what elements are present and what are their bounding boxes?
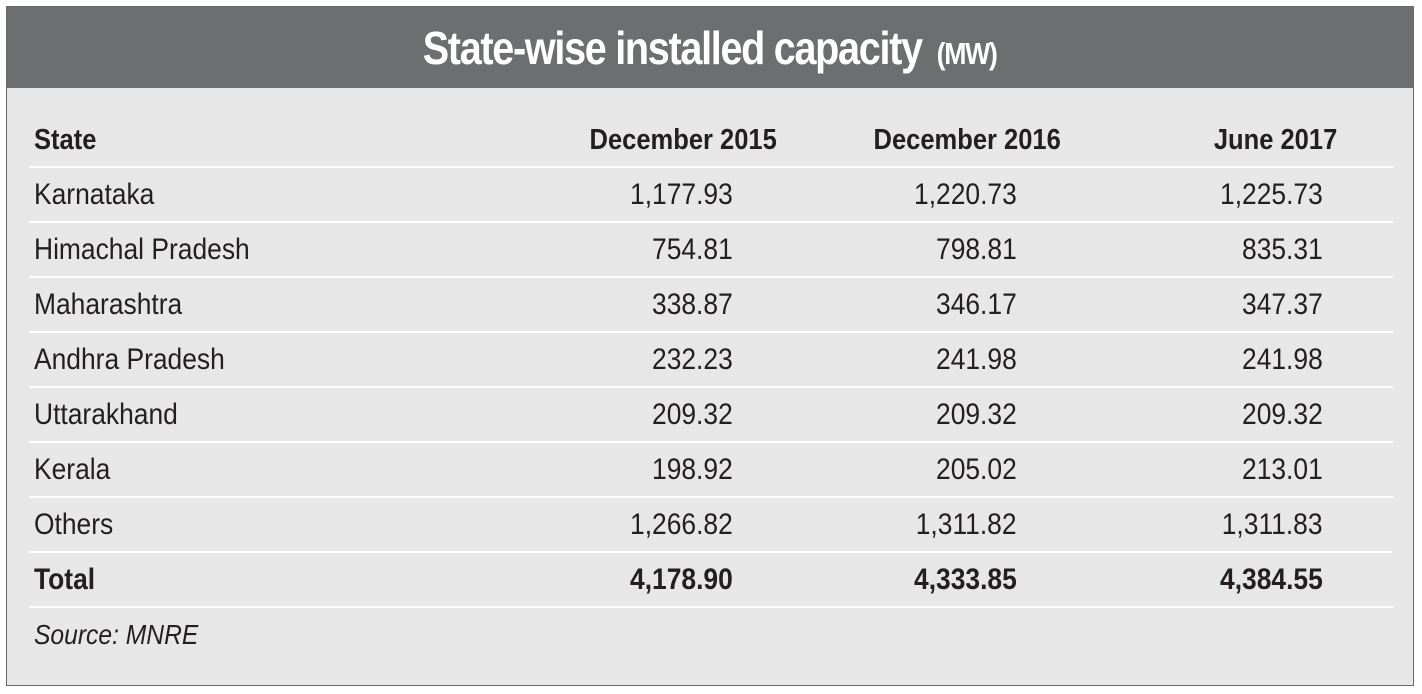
capacity-table: State December 2015 December 2016 June 2… (29, 115, 1393, 608)
state-cell: Kerala (34, 452, 111, 486)
column-header-dec-2015: December 2015 (589, 124, 777, 156)
value-cell: 1,311.82 (916, 507, 1017, 541)
value-cell: 1,177.93 (630, 177, 733, 211)
table-card: State-wise installed capacity (MW) State… (6, 6, 1414, 686)
table-row: Maharashtra 338.87 346.17 347.37 (29, 277, 1393, 332)
state-cell: Others (34, 507, 114, 541)
table-row: Kerala 198.92 205.02 213.01 (29, 442, 1393, 497)
value-cell: 4,333.85 (914, 562, 1017, 596)
value-cell: 4,384.55 (1220, 562, 1323, 596)
state-cell: Andhra Pradesh (34, 342, 225, 376)
value-cell: 1,311.83 (1222, 507, 1323, 541)
value-cell: 4,178.90 (630, 562, 733, 596)
value-cell: 338.87 (652, 287, 733, 321)
title-unit: (MW) (936, 35, 998, 71)
value-cell: 1,266.82 (630, 507, 733, 541)
value-cell: 241.98 (936, 342, 1017, 376)
state-cell: Himachal Pradesh (34, 232, 250, 266)
state-cell: Uttarakhand (34, 397, 178, 431)
value-cell: 198.92 (652, 452, 733, 486)
table-title: State-wise installed capacity (MW) (423, 21, 998, 75)
value-cell: 754.81 (652, 232, 733, 266)
value-cell: 798.81 (936, 232, 1017, 266)
value-cell: 241.98 (1242, 342, 1323, 376)
table-row: Karnataka 1,177.93 1,220.73 1,225.73 (29, 167, 1393, 222)
table-body: Karnataka 1,177.93 1,220.73 1,225.73 Himacha… (29, 167, 1393, 607)
source-note: Source: MNRE (34, 619, 199, 650)
total-row: Total 4,178.90 4,333.85 4,384.55 (29, 552, 1393, 607)
value-cell: 347.37 (1242, 287, 1323, 321)
title-text: State-wise installed capacity (423, 21, 923, 74)
column-header-state: State (34, 124, 97, 156)
table-row: Andhra Pradesh 232.23 241.98 241.98 (29, 332, 1393, 387)
table-row: Uttarakhand 209.32 209.32 209.32 (29, 387, 1393, 442)
value-cell: 205.02 (936, 452, 1017, 486)
value-cell: 209.32 (936, 397, 1017, 431)
state-cell: Total (34, 562, 96, 596)
value-cell: 232.23 (652, 342, 733, 376)
table-row: Others 1,266.82 1,311.82 1,311.83 (29, 497, 1393, 552)
value-cell: 1,225.73 (1220, 177, 1323, 211)
value-cell: 213.01 (1242, 452, 1323, 486)
header-row: State December 2015 December 2016 June 2… (29, 115, 1393, 167)
column-header-jun-2017: June 2017 (1213, 124, 1337, 156)
column-header-dec-2016: December 2016 (873, 124, 1061, 156)
value-cell: 835.31 (1242, 232, 1323, 266)
value-cell: 1,220.73 (914, 177, 1017, 211)
value-cell: 209.32 (652, 397, 733, 431)
title-bar: State-wise installed capacity (MW) (7, 7, 1413, 88)
state-cell: Karnataka (34, 177, 155, 211)
value-cell: 209.32 (1242, 397, 1323, 431)
state-cell: Maharashtra (34, 287, 183, 321)
value-cell: 346.17 (936, 287, 1017, 321)
table-row: Himachal Pradesh 754.81 798.81 835.31 (29, 222, 1393, 277)
